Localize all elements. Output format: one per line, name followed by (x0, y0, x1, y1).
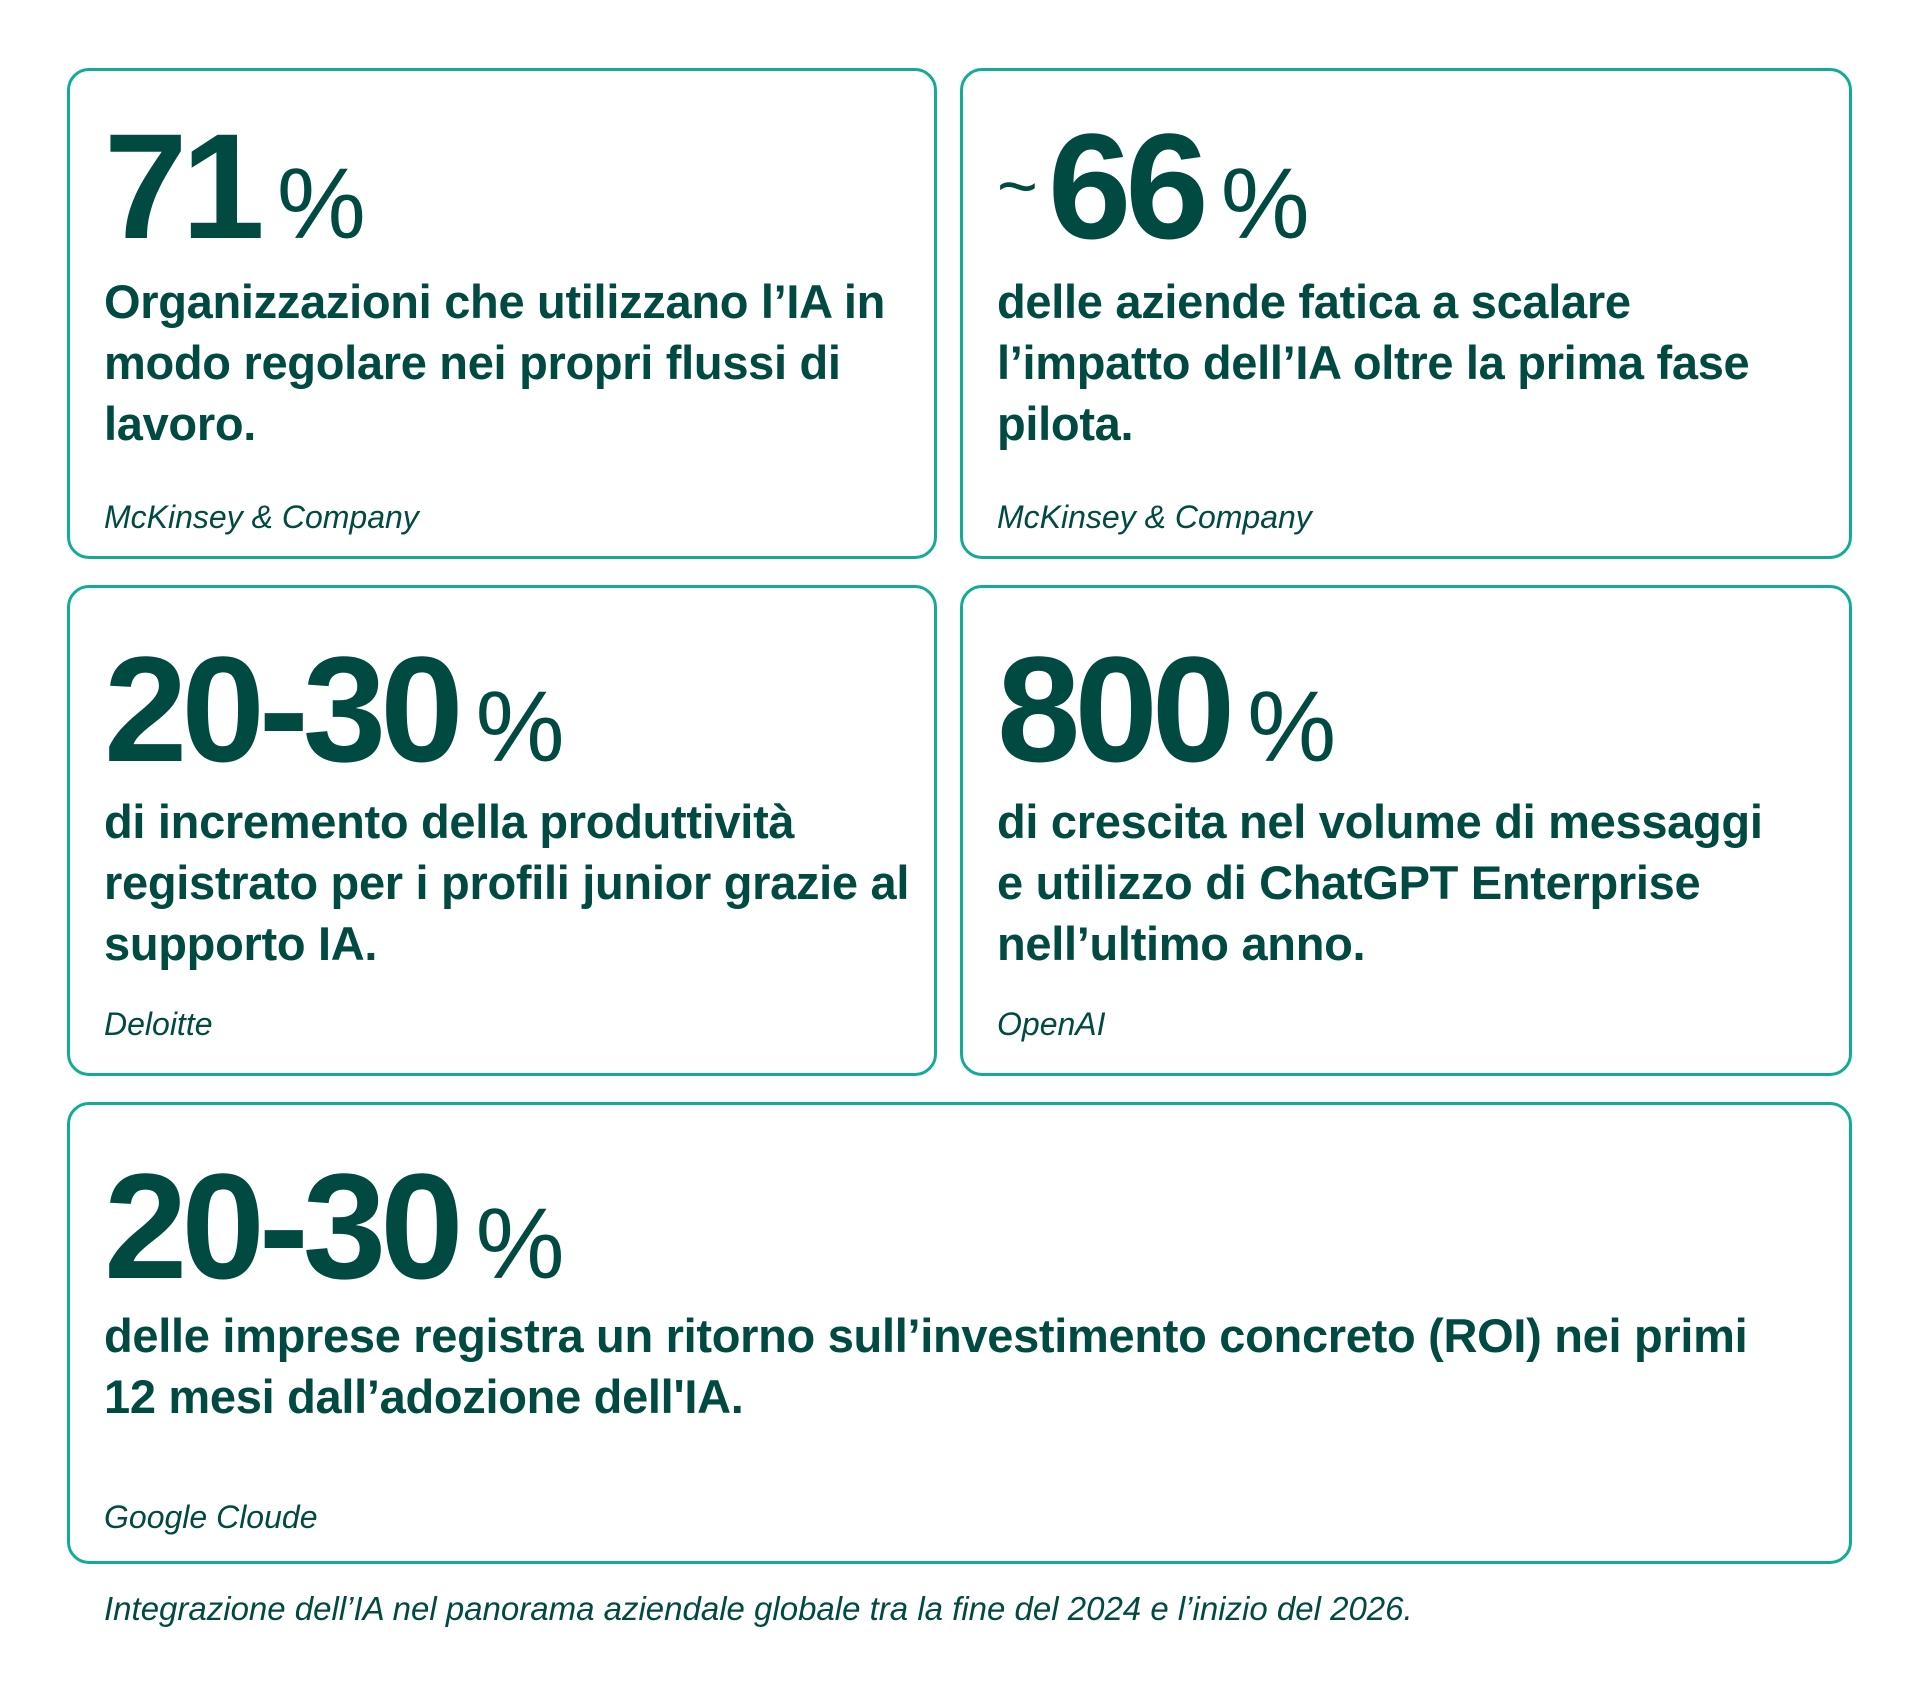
stat-value: 20-30% (104, 634, 565, 784)
figure-caption: Integrazione dell’IA nel panorama aziend… (104, 1590, 1413, 1627)
stat-number: 71 (104, 102, 265, 270)
stat-description: delle aziende fatica a scalare l’impatto… (997, 275, 1750, 450)
stat-number: 800 (997, 625, 1235, 793)
stat-description: di incremento della produttività registr… (104, 795, 910, 970)
stat-description: di crescita nel volume di messaggi e uti… (997, 795, 1763, 970)
stat-card-71: 71% Organizzazioni che utilizzano l’IA i… (67, 68, 937, 559)
stat-number: 20-30 (104, 1142, 464, 1310)
stat-description: Organizzazioni che utilizzano l’IA in mo… (104, 275, 885, 450)
stat-description: delle imprese registra un ritorno sull’i… (104, 1309, 1748, 1423)
stat-number: 20-30 (104, 625, 464, 793)
stat-value: 71% (104, 111, 366, 261)
approx-sign: ~ (997, 147, 1038, 225)
stat-source: Google Cloude (104, 1499, 318, 1535)
stat-value: ~66% (997, 111, 1310, 261)
stat-source: McKinsey & Company (104, 499, 419, 535)
stat-number: 66 (1047, 102, 1209, 270)
stat-card-800: 800% di crescita nel volume di messaggi … (960, 585, 1852, 1076)
percent-sign: % (1247, 671, 1337, 783)
percent-sign: % (475, 1188, 565, 1300)
stat-card-66: ~66% delle aziende fatica a scalare l’im… (960, 68, 1852, 559)
stat-source: McKinsey & Company (997, 499, 1312, 535)
percent-sign: % (475, 671, 565, 783)
stat-value: 20-30% (104, 1151, 565, 1301)
stat-card-20-30-roi: 20-30% delle imprese registra un ritorno… (67, 1102, 1852, 1564)
stat-source: Deloitte (104, 1006, 213, 1042)
stat-card-20-30-productivity: 20-30% di incremento della produttività … (67, 585, 937, 1076)
percent-sign: % (276, 148, 366, 260)
percent-sign: % (1220, 148, 1310, 260)
stat-value: 800% (997, 634, 1336, 784)
stat-source: OpenAI (997, 1006, 1106, 1042)
